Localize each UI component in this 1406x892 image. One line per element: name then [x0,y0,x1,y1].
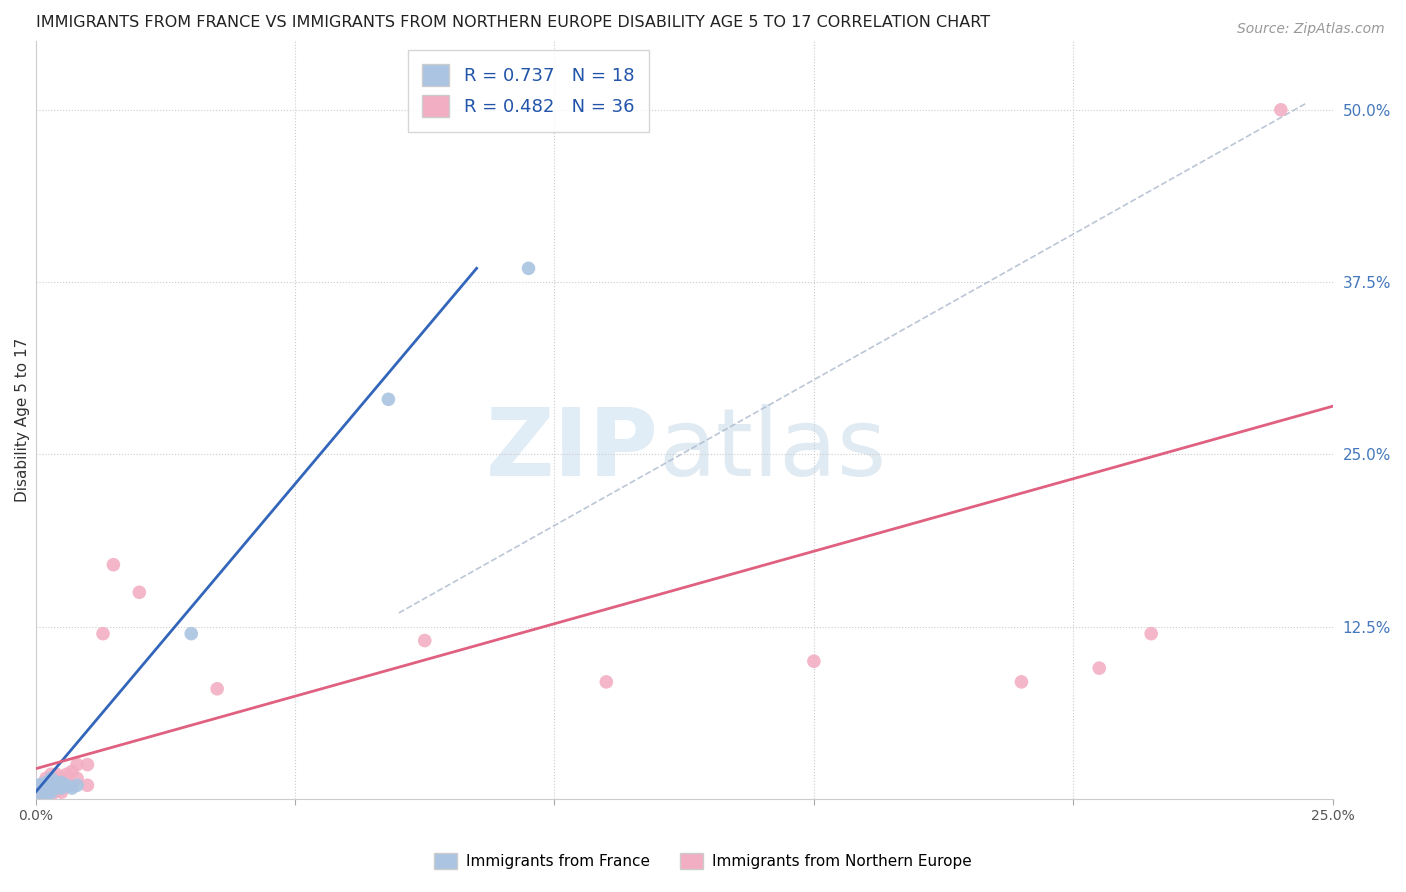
Point [45,767,67,781]
Point [55,767,77,781]
Point [45,775,67,789]
Point [39,772,62,786]
Point [66,772,89,786]
Point [51,785,73,799]
Point [45,784,67,798]
Point [205,681,228,696]
Point [60,764,83,779]
Point [51,772,73,786]
Point [55,778,77,792]
Point [30,778,52,792]
Point [39,778,62,792]
Point [803,654,825,668]
Point [1010,674,1032,689]
Text: atlas: atlas [658,404,886,496]
Legend: Immigrants from France, Immigrants from Northern Europe: Immigrants from France, Immigrants from … [427,847,979,875]
Point [1270,103,1292,117]
Point [30,778,52,792]
Legend: R = 0.737   N = 18, R = 0.482   N = 36: R = 0.737 N = 18, R = 0.482 N = 36 [408,50,648,132]
Text: Source: ZipAtlas.com: Source: ZipAtlas.com [1237,22,1385,37]
Point [35,778,58,792]
Point [45,780,67,795]
Point [30,788,52,802]
Point [45,775,67,789]
Point [76,757,98,772]
Point [39,788,62,802]
Point [60,780,83,795]
Point [377,392,399,407]
Point [39,785,62,799]
Point [66,757,89,772]
Point [91,626,114,640]
Point [128,585,150,599]
Text: ZIP: ZIP [485,404,658,496]
Point [60,778,83,792]
Point [413,633,436,648]
Point [35,780,58,795]
Point [30,784,52,798]
Point [1088,661,1111,675]
Point [35,784,58,798]
Y-axis label: Disability Age 5 to 17: Disability Age 5 to 17 [15,338,30,502]
Point [39,780,62,795]
Point [55,778,77,792]
Point [595,674,617,689]
Text: IMMIGRANTS FROM FRANCE VS IMMIGRANTS FROM NORTHERN EUROPE DISABILITY AGE 5 TO 17: IMMIGRANTS FROM FRANCE VS IMMIGRANTS FRO… [35,15,990,30]
Point [35,788,58,802]
Point [180,626,202,640]
Point [51,775,73,789]
Point [517,261,540,276]
Point [76,778,98,792]
Point [35,775,58,789]
Point [39,767,62,781]
Point [66,778,89,792]
Point [35,788,58,802]
Point [51,778,73,792]
Point [103,558,125,572]
Point [39,775,62,789]
Point [30,785,52,799]
Point [1140,626,1163,640]
Point [51,780,73,795]
Point [35,772,58,786]
